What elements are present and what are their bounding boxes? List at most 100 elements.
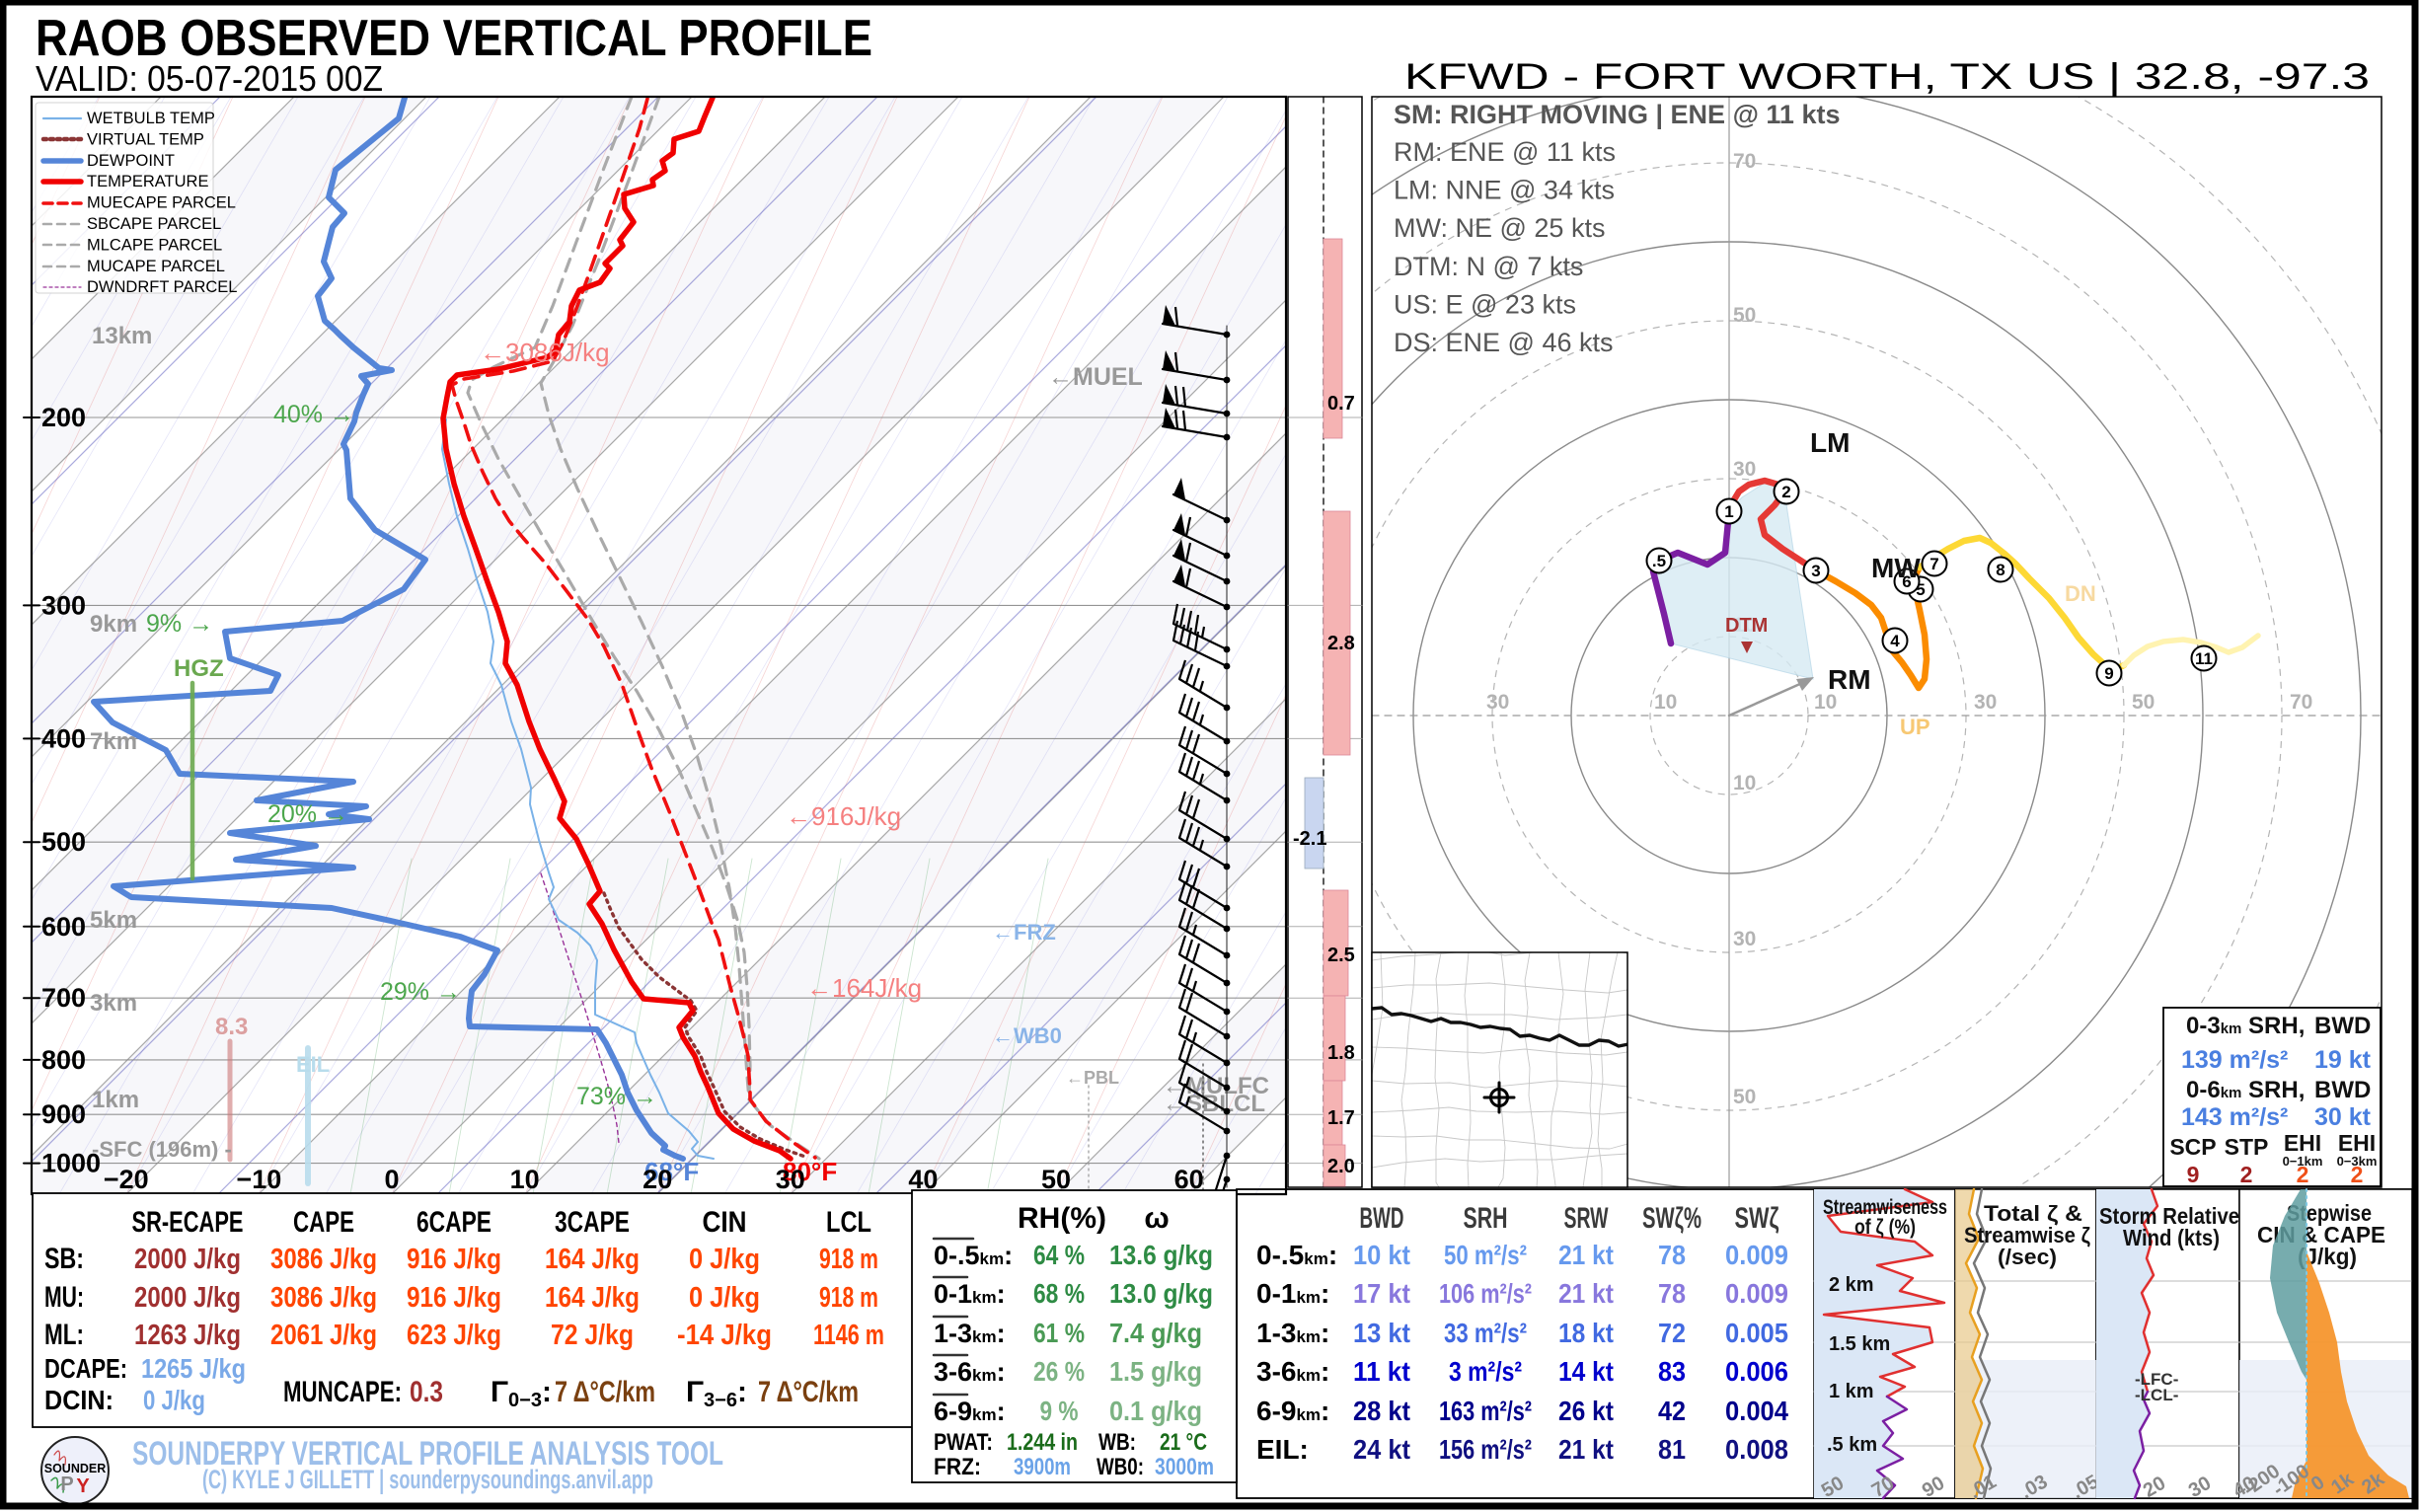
svg-text:623 J/kg: 623 J/kg <box>407 1320 501 1351</box>
svg-text:10: 10 <box>510 1165 540 1194</box>
svg-text:70: 70 <box>1733 150 1756 173</box>
svg-text:0 J/kg: 0 J/kg <box>143 1385 205 1415</box>
svg-text:0.7: 0.7 <box>1327 393 1355 415</box>
svg-text:MLCAPE PARCEL: MLCAPE PARCEL <box>87 236 222 254</box>
svg-text:73% →: 73% → <box>576 1083 657 1110</box>
svg-text:42: 42 <box>1658 1396 1686 1426</box>
svg-text:TEMPERATURE: TEMPERATURE <box>87 173 208 190</box>
svg-text:600: 600 <box>41 912 86 942</box>
svg-text:MU:: MU: <box>44 1281 84 1314</box>
svg-text:←MUEL: ←MUEL <box>1048 363 1143 391</box>
svg-text:←WB0: ←WB0 <box>992 1023 1062 1048</box>
svg-text:13.0 g/kg: 13.0 g/kg <box>1109 1278 1213 1309</box>
svg-text:3086 J/kg: 3086 J/kg <box>270 1282 377 1314</box>
svg-text:−20: −20 <box>104 1165 149 1194</box>
svg-text:1.5 g/kg: 1.5 g/kg <box>1109 1356 1202 1387</box>
svg-text:3000m: 3000m <box>1155 1454 1214 1480</box>
svg-text:Y: Y <box>76 1475 90 1497</box>
svg-text:MUECAPE PARCEL: MUECAPE PARCEL <box>87 194 236 212</box>
svg-text:(/sec): (/sec) <box>1998 1245 2057 1269</box>
svg-text:72: 72 <box>1658 1318 1686 1348</box>
svg-text:1: 1 <box>1724 502 1733 521</box>
svg-text:2.5: 2.5 <box>1327 945 1355 966</box>
svg-text:DCIN:: DCIN: <box>44 1385 113 1415</box>
svg-text:3: 3 <box>1811 562 1820 580</box>
svg-text:VIRTUAL TEMP: VIRTUAL TEMP <box>87 130 204 148</box>
svg-text:26 %: 26 % <box>1033 1356 1085 1387</box>
svg-text:MW: MW <box>1871 553 1921 583</box>
svg-text:106 m²/s²: 106 m²/s² <box>1439 1278 1532 1309</box>
svg-text:EHI: EHI <box>2338 1130 2376 1156</box>
svg-text:(C) KYLE J GILLETT | sounderpy: (C) KYLE J GILLETT | sounderpysoundings.… <box>202 1465 653 1494</box>
svg-text:2.8: 2.8 <box>1327 633 1355 654</box>
svg-text:10: 10 <box>1654 691 1677 714</box>
svg-text:21 °C: 21 °C <box>1160 1429 1207 1456</box>
svg-text:2061 J/kg: 2061 J/kg <box>270 1320 377 1351</box>
svg-text:SRW: SRW <box>1564 1202 1609 1235</box>
svg-text:19 kt: 19 kt <box>2314 1046 2372 1074</box>
svg-text:0.006: 0.006 <box>1725 1356 1788 1387</box>
svg-text:83: 83 <box>1658 1356 1686 1387</box>
svg-text:2: 2 <box>1781 483 1790 501</box>
svg-text:UP: UP <box>1900 715 1930 739</box>
svg-text:1.244 in: 1.244 in <box>1007 1429 1078 1456</box>
svg-text:0 J/kg: 0 J/kg <box>689 1282 760 1314</box>
svg-text:Total ζ &: Total ζ & <box>1984 1201 2082 1226</box>
svg-text:72 J/kg: 72 J/kg <box>551 1320 634 1351</box>
svg-text:800: 800 <box>41 1045 86 1075</box>
svg-text:Storm Relative: Storm Relative <box>2099 1203 2239 1229</box>
svg-text:0−3km: 0−3km <box>2337 1154 2378 1169</box>
svg-text:21 kt: 21 kt <box>1558 1278 1614 1309</box>
svg-text:50 m²/s²: 50 m²/s² <box>1444 1240 1527 1270</box>
svg-text:0-3km SRH,: 0-3km SRH, <box>2186 1013 2305 1039</box>
svg-text:HGZ: HGZ <box>174 655 224 682</box>
svg-text:Streamwise ζ: Streamwise ζ <box>1964 1223 2090 1247</box>
svg-text:Γ0−3:: Γ0−3: <box>491 1376 552 1411</box>
svg-text:ML:: ML: <box>44 1319 84 1351</box>
svg-text:50: 50 <box>1733 1086 1756 1108</box>
svg-text:0-6km SRH,: 0-6km SRH, <box>2186 1077 2305 1103</box>
svg-text:0.005: 0.005 <box>1725 1318 1788 1348</box>
svg-text:10: 10 <box>1814 691 1837 714</box>
svg-text:DTM: N @ 7 kts: DTM: N @ 7 kts <box>1394 252 1583 281</box>
svg-text:STP: STP <box>2225 1134 2269 1160</box>
svg-text:←164J/kg: ←164J/kg <box>806 973 922 1003</box>
svg-text:9 %: 9 % <box>1040 1396 1079 1426</box>
svg-text:SB:: SB: <box>44 1243 84 1275</box>
svg-text:200: 200 <box>41 403 86 432</box>
svg-text:61 %: 61 % <box>1033 1318 1085 1348</box>
svg-text:WB:: WB: <box>1098 1429 1136 1456</box>
svg-text:9% →: 9% → <box>146 610 213 638</box>
svg-text:0.009: 0.009 <box>1725 1240 1788 1270</box>
svg-text:SBCAPE PARCEL: SBCAPE PARCEL <box>87 215 221 233</box>
svg-text:20: 20 <box>643 1165 672 1194</box>
svg-text:1263 J/kg: 1263 J/kg <box>134 1320 241 1351</box>
svg-text:80°F: 80°F <box>783 1157 837 1186</box>
svg-text:7: 7 <box>1929 555 1938 573</box>
svg-text:50: 50 <box>2132 691 2155 714</box>
svg-text:30: 30 <box>1486 691 1509 714</box>
svg-text:30: 30 <box>776 1165 805 1194</box>
svg-text:-2.1: -2.1 <box>1293 828 1326 850</box>
svg-text:KFWD - FORT WORTH, TX US | 32.: KFWD - FORT WORTH, TX US | 32.8, -97.3 <box>1404 56 2370 97</box>
svg-text:MUCAPE PARCEL: MUCAPE PARCEL <box>87 258 225 275</box>
svg-text:7 Δ°C/km: 7 Δ°C/km <box>758 1376 859 1408</box>
svg-text:6: 6 <box>1902 572 1911 591</box>
svg-text:US: E @ 23 kts: US: E @ 23 kts <box>1394 289 1576 319</box>
svg-text:0.3: 0.3 <box>410 1376 443 1408</box>
svg-text:17 kt: 17 kt <box>1353 1278 1410 1309</box>
svg-text:13 kt: 13 kt <box>1353 1318 1410 1348</box>
svg-text:←PBL: ←PBL <box>1066 1068 1119 1088</box>
svg-text:164 J/kg: 164 J/kg <box>545 1282 640 1314</box>
svg-text:21 kt: 21 kt <box>1558 1434 1614 1465</box>
svg-text:26 kt: 26 kt <box>1558 1396 1614 1426</box>
svg-text:PWAT:: PWAT: <box>934 1429 993 1456</box>
svg-text:918 m: 918 m <box>819 1282 878 1314</box>
svg-text:.5: .5 <box>1652 552 1666 570</box>
svg-text:11: 11 <box>2195 649 2213 668</box>
svg-text:13km: 13km <box>92 323 152 349</box>
svg-text:1km: 1km <box>92 1087 139 1113</box>
svg-text:30: 30 <box>1733 458 1756 481</box>
svg-text:2000 J/kg: 2000 J/kg <box>134 1244 241 1275</box>
svg-text:18 kt: 18 kt <box>1558 1318 1614 1348</box>
